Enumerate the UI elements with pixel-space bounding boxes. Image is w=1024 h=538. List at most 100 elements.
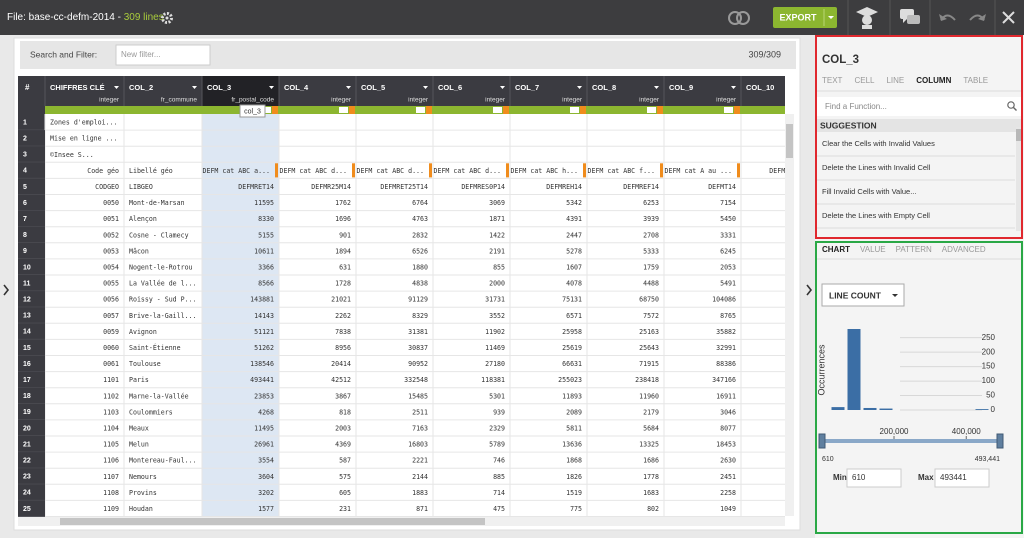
- export-button[interactable]: EXPORT: [773, 7, 837, 28]
- bar[interactable]: [863, 407, 877, 410]
- min-input[interactable]: [846, 468, 902, 488]
- column-name[interactable]: COL_3: [207, 83, 231, 92]
- column-menu-arrow[interactable]: [731, 86, 736, 89]
- row-index-cell: [18, 258, 45, 275]
- v-scroll-thumb[interactable]: [786, 124, 793, 158]
- column-name[interactable]: COL_5: [361, 83, 385, 92]
- column-type: integer: [408, 97, 429, 104]
- suggestion[interactable]: Clear the Cells with Invalid Values: [822, 139, 935, 148]
- row-index-cell: [18, 275, 45, 292]
- y-axis-label: Occurrences: [816, 344, 826, 396]
- chat-icon[interactable]: [900, 9, 920, 24]
- chart-tab[interactable]: PATTERN: [896, 245, 932, 254]
- suggestion-header-bar: [817, 119, 1021, 132]
- cell: 138546: [250, 360, 274, 368]
- chart-tab[interactable]: VALUE: [860, 245, 886, 254]
- suggestion-scrollbar[interactable]: [1016, 127, 1021, 231]
- cell: 3552: [489, 312, 505, 320]
- column-name[interactable]: COL_4: [284, 83, 309, 92]
- slider-track[interactable]: [822, 439, 1000, 443]
- bar[interactable]: [847, 329, 861, 410]
- left-toggle[interactable]: [3, 284, 10, 296]
- cell: 1107: [103, 473, 119, 481]
- column-type: fr_postal_code: [231, 97, 274, 104]
- redo-icon[interactable]: [969, 14, 986, 21]
- cell: 8765: [720, 312, 736, 320]
- row-index-cell: [18, 114, 45, 131]
- column-name[interactable]: COL_2: [129, 83, 153, 92]
- chart-tab[interactable]: ADVANCED: [942, 245, 986, 254]
- cell: 75131: [562, 296, 582, 304]
- function-tab[interactable]: CELL: [854, 76, 875, 85]
- cell: DEFM cat ABC d...: [434, 167, 502, 175]
- chart-dropdown[interactable]: [821, 283, 905, 307]
- function-search[interactable]: [817, 97, 1021, 116]
- bar[interactable]: [831, 407, 845, 410]
- cell: DEFMRES0P14: [461, 183, 505, 191]
- function-tab[interactable]: TABLE: [963, 76, 988, 85]
- undo-icon[interactable]: [939, 14, 956, 21]
- function-tab[interactable]: COLUMN: [916, 76, 951, 85]
- cell: 88386: [716, 360, 736, 368]
- bar[interactable]: [975, 409, 989, 410]
- function-tab[interactable]: LINE: [886, 76, 904, 85]
- quality-empty: [416, 107, 425, 113]
- v-scrollbar[interactable]: [785, 114, 794, 516]
- h-scroll-thumb[interactable]: [60, 518, 485, 525]
- cell: 51262: [254, 344, 274, 352]
- suggestion[interactable]: Fill Invalid Cells with Value...: [822, 187, 916, 196]
- index-quality: [18, 106, 45, 114]
- suggestion[interactable]: Delete the Lines with Invalid Cell: [822, 163, 931, 172]
- cell: 13325: [639, 441, 659, 449]
- quality-empty: [339, 107, 348, 113]
- cell: 3604: [258, 473, 274, 481]
- cell: 71915: [639, 360, 659, 368]
- link-icon[interactable]: [728, 11, 750, 25]
- column-menu-arrow[interactable]: [192, 86, 197, 89]
- row-number: 20: [23, 425, 31, 432]
- column-type: integer: [716, 97, 737, 104]
- column-type: integer: [562, 97, 583, 104]
- column-name[interactable]: COL_10: [746, 83, 774, 92]
- settings-icon[interactable]: [161, 12, 173, 24]
- row-number: 2: [23, 135, 27, 142]
- slider-handle[interactable]: [818, 433, 826, 449]
- column-name[interactable]: COL_7: [515, 83, 539, 92]
- column-name[interactable]: COL_8: [592, 83, 616, 92]
- file-name: File: base-cc-defm-2014 - 309 lines: [7, 12, 164, 23]
- row-number: 25: [23, 506, 31, 513]
- column-menu-arrow[interactable]: [500, 86, 505, 89]
- chart-tab[interactable]: CHART: [822, 245, 850, 254]
- column-menu-arrow[interactable]: [346, 86, 351, 89]
- cell: 0053: [103, 247, 119, 255]
- column-name[interactable]: COL_6: [438, 83, 462, 92]
- column-menu-arrow[interactable]: [577, 86, 582, 89]
- y-tick-label: 50: [986, 391, 995, 400]
- cell: 1109: [103, 505, 119, 513]
- column-name[interactable]: COL_9: [669, 83, 693, 92]
- slider-handle[interactable]: [996, 433, 1004, 449]
- row-number: 1: [23, 119, 27, 126]
- tutorial-icon[interactable]: [856, 7, 878, 29]
- row-index-cell: [18, 162, 45, 179]
- invalid-marker: [737, 163, 740, 178]
- suggestion-scroll-thumb[interactable]: [1016, 129, 1021, 141]
- suggestion[interactable]: Delete the Lines with Empty Cell: [822, 211, 930, 220]
- column-menu-arrow[interactable]: [423, 86, 428, 89]
- column-name[interactable]: CHIFFRES CLÉ: [50, 83, 105, 92]
- row-number: 10: [23, 264, 31, 271]
- function-tab[interactable]: TEXT: [822, 76, 843, 85]
- quality-bar: [587, 106, 664, 114]
- max-input[interactable]: [934, 468, 990, 488]
- cell: 6571: [566, 312, 582, 320]
- column-menu-arrow[interactable]: [269, 86, 274, 89]
- cell: 20414: [331, 360, 351, 368]
- close-icon[interactable]: [1002, 11, 1015, 24]
- bar[interactable]: [879, 408, 893, 410]
- right-toggle[interactable]: [806, 284, 813, 296]
- column-menu-arrow[interactable]: [114, 86, 119, 89]
- column-menu-arrow[interactable]: [654, 86, 659, 89]
- filter-input[interactable]: [115, 44, 211, 66]
- search-label: Search and Filter:: [30, 49, 97, 59]
- cell: 8956: [335, 344, 351, 352]
